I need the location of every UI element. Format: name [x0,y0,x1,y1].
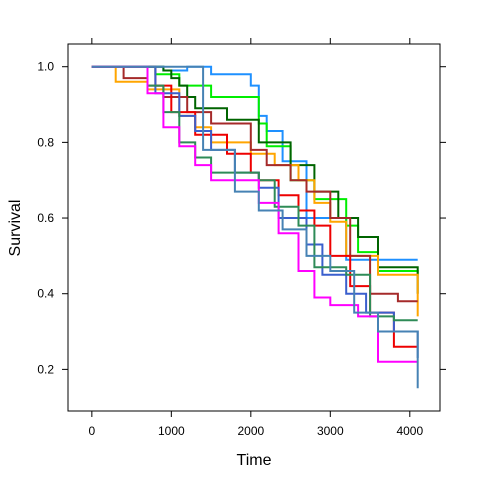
survival-curve-8 [91,65,418,322]
survival-curve-9 [91,65,418,363]
y-tick-label: 0.2 [37,362,54,376]
x-tick-label: 4000 [396,424,423,438]
survival-curve-5 [91,65,418,303]
y-tick-label: 0.8 [37,135,54,149]
survival-curve-7 [91,65,419,358]
y-tick-label: 0.6 [37,211,54,225]
y-tick-label: 1.0 [37,60,54,74]
survival-curve-6 [91,65,418,348]
survival-curve-1 [91,65,418,261]
y-axis-title: Survival [7,200,24,257]
survival-curve-10 [91,65,419,389]
axis-layer: 0 1000 2000 3000 4000 0.2 0.4 0.6 0.8 1.0 [37,38,446,438]
survival-curve-2 [91,65,419,275]
survival-curve-3 [91,65,419,294]
x-axis-title: Time [237,452,272,469]
survival-curve-4 [91,65,419,317]
y-tick-label: 0.4 [37,287,54,301]
x-tick-label: 0 [89,424,96,438]
plot-frame [67,43,441,412]
x-tick-label: 3000 [317,424,344,438]
x-tick-label: 1000 [158,424,185,438]
x-tick-label: 2000 [237,424,264,438]
series-layer [91,65,419,389]
